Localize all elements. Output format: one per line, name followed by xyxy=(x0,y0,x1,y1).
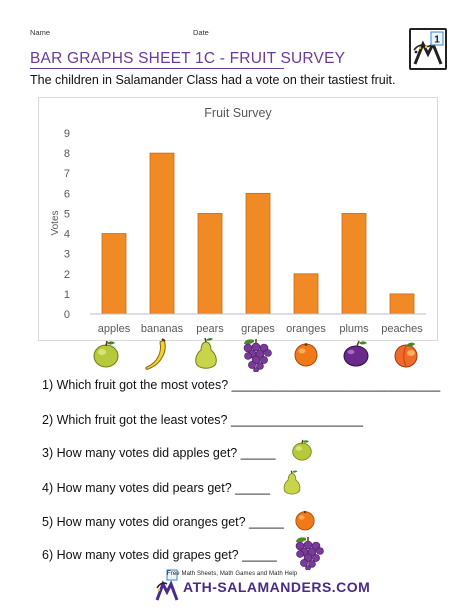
math-salamanders-logo-icon: 1 xyxy=(409,28,447,70)
y-tick-label: 4 xyxy=(64,229,70,241)
y-tick-label: 6 xyxy=(64,188,70,200)
pear-icon xyxy=(283,470,301,495)
category-label-pears: pears xyxy=(196,323,224,335)
question-2: 2) Which fruit got the least votes? ____… xyxy=(42,413,364,427)
fruit-survey-chart: Fruit Survey Votes 0 1 2 3 4 5 6 7 8 9 apples bana… xyxy=(50,106,426,335)
bar-bananas xyxy=(149,152,175,315)
date-label: Date xyxy=(193,28,209,37)
plum-icon xyxy=(343,340,369,367)
question-5: 5) How many votes did oranges get? _____ xyxy=(42,515,284,529)
banana-icon xyxy=(145,338,166,370)
chart-title: Fruit Survey xyxy=(204,106,272,120)
category-label-grapes: grapes xyxy=(241,323,275,335)
title-underline xyxy=(30,68,284,69)
question-3: 3) How many votes did apples get? _____ xyxy=(42,446,276,460)
category-label-plums: plums xyxy=(339,323,369,335)
question-6: 6) How many votes did grapes get? _____ xyxy=(42,548,277,562)
name-date-line: Name Date xyxy=(30,28,330,40)
bar-apples xyxy=(101,233,127,315)
y-tick-label: 5 xyxy=(64,208,70,220)
category-label-oranges: oranges xyxy=(286,323,326,335)
bar-grapes xyxy=(245,192,271,315)
logo-badge: 1 xyxy=(434,35,440,46)
footer-site-name: ATH-SALAMANDERS.COM xyxy=(183,579,371,595)
category-label-apples: apples xyxy=(98,323,131,335)
grapes-icon xyxy=(243,339,272,372)
salamander-logo-icon xyxy=(155,569,179,601)
y-axis-title: Votes xyxy=(50,210,61,235)
category-label-bananas: bananas xyxy=(141,323,184,335)
y-tick-label: 1 xyxy=(64,289,70,301)
orange-icon xyxy=(295,510,315,531)
category-label-peaches: peaches xyxy=(381,323,423,335)
pear-icon xyxy=(195,337,217,369)
grapes-icon xyxy=(295,537,324,570)
footer: Free Math Sheets, Math Games and Math He… xyxy=(155,568,370,604)
apple-icon xyxy=(292,439,312,461)
y-tick-label: 8 xyxy=(64,148,70,160)
y-tick-label: 7 xyxy=(64,168,70,180)
y-tick-label: 9 xyxy=(64,128,70,140)
fruit-icon-row xyxy=(38,336,438,372)
y-tick-label: 3 xyxy=(64,249,70,261)
sheet-subtitle: The children in Salamander Class had a v… xyxy=(30,73,396,87)
bar-peaches xyxy=(389,293,415,315)
bar-oranges xyxy=(293,273,319,315)
peach-icon xyxy=(394,342,418,368)
sheet-title: BAR GRAPHS SHEET 1C - FRUIT SURVEY xyxy=(30,50,346,67)
apple-icon xyxy=(93,340,119,368)
bar-plums xyxy=(341,213,367,315)
orange-icon xyxy=(294,343,318,367)
name-label: Name xyxy=(30,28,51,37)
bar-pears xyxy=(197,213,223,315)
question-4: 4) How many votes did pears get? _____ xyxy=(42,481,270,495)
footer-tagline: Free Math Sheets, Math Games and Math He… xyxy=(167,571,298,577)
question-1: 1) Which fruit got the most votes? _____… xyxy=(42,378,441,392)
y-tick-label: 0 xyxy=(64,309,70,321)
y-tick-label: 2 xyxy=(64,269,70,281)
